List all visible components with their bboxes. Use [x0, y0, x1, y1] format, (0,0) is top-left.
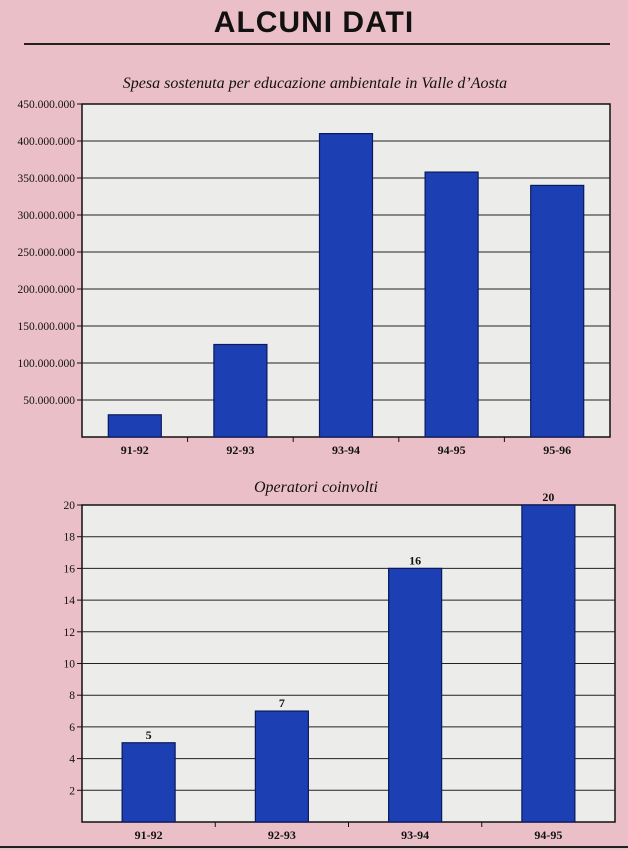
data-label: 5 — [146, 728, 152, 742]
chart-title: Operatori coinvolti — [254, 479, 378, 496]
y-tick-label: 450.000.000 — [18, 99, 76, 111]
x-tick-label: 94-95 — [534, 828, 562, 842]
bar-92-93 — [254, 710, 309, 823]
y-tick-label: 8 — [69, 690, 75, 702]
operatori-bar-chart: Operatori coinvolti 2 4 6 8 10 12 14 16 18 20 91-92… — [64, 479, 616, 842]
x-tick-label: 91-92 — [121, 443, 149, 457]
bar-91-92 — [107, 414, 162, 438]
y-tick-label: 50.000.000 — [23, 395, 75, 407]
bar-93-94 — [318, 132, 374, 438]
y-tick-label: 150.000.000 — [18, 321, 76, 333]
bar-93-94 — [388, 567, 443, 823]
page-title: ALCUNI DATI — [213, 6, 415, 39]
y-tick-label: 6 — [69, 722, 75, 734]
y-tick-label: 350.000.000 — [18, 173, 76, 185]
x-tick-label: 92-93 — [226, 443, 254, 457]
data-label: 16 — [409, 553, 421, 567]
bar-95-96 — [530, 184, 585, 438]
x-tick-label: 92-93 — [268, 828, 296, 842]
data-label: 7 — [279, 696, 285, 710]
y-tick-label: 10 — [64, 659, 76, 671]
y-tick-label: 14 — [64, 595, 76, 607]
title-divider — [24, 43, 610, 45]
y-tick-label: 250.000.000 — [18, 247, 76, 259]
y-tick-label: 300.000.000 — [18, 210, 76, 222]
y-tick-label: 400.000.000 — [18, 136, 76, 148]
data-label: 20 — [542, 490, 554, 504]
y-tick-label: 4 — [69, 754, 75, 766]
y-tick-label: 16 — [64, 563, 76, 575]
bar-94-95 — [424, 171, 479, 438]
bar-94-95 — [521, 504, 576, 823]
y-tick-label: 200.000.000 — [18, 284, 76, 296]
spesa-bar-chart: Spesa sostenuta per educazione ambiental… — [18, 75, 611, 457]
bottom-divider — [0, 846, 628, 848]
bar-91-92 — [121, 742, 176, 823]
x-tick-label: 93-94 — [401, 828, 429, 842]
chart-title: Spesa sostenuta per educazione ambiental… — [123, 75, 507, 92]
y-tick-label: 100.000.000 — [18, 358, 76, 370]
x-tick-label: 91-92 — [135, 828, 163, 842]
y-tick-label: 20 — [64, 500, 76, 512]
y-tick-label: 18 — [64, 532, 76, 544]
y-tick-label: 2 — [69, 785, 75, 797]
x-tick-label: 95-96 — [543, 443, 571, 457]
y-tick-label: 12 — [64, 627, 76, 639]
x-tick-label: 93-94 — [332, 443, 360, 457]
x-tick-label: 94-95 — [438, 443, 466, 457]
bar-92-93 — [213, 343, 268, 438]
